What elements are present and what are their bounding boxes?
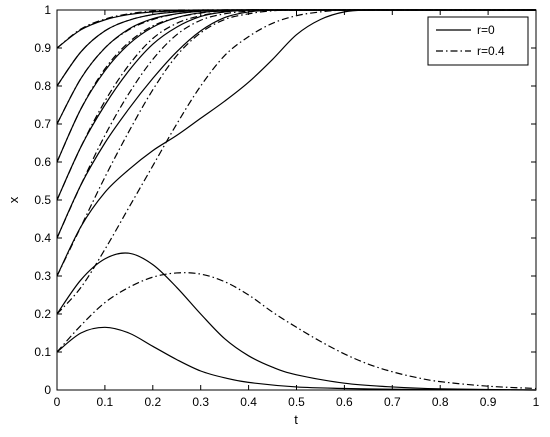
series-line-r04-2 (56, 272, 537, 390)
y-tick-label: 0.3 (34, 269, 51, 283)
x-tick-label: 0.2 (144, 395, 161, 409)
x-tick-label: 0.5 (288, 395, 305, 409)
x-tick-label: 0.1 (97, 395, 114, 409)
series-line-r0-1 (56, 252, 537, 391)
x-tick-label: 0.3 (192, 395, 209, 409)
legend-box (427, 16, 529, 66)
legend-label-r0: r=0 (477, 23, 495, 37)
plot-frame (56, 9, 537, 391)
tick-layer: 0 0.1 0.2 0.3 0.4 0.5 0.6 0.7 0.8 0.9 1 0 0.1 0.2 0.3 0… (34, 3, 539, 409)
y-tick-label: 0.2 (34, 307, 51, 321)
x-tick-label: 0.6 (336, 395, 353, 409)
series-line-r0-15 (56, 9, 536, 49)
legend-label-r04: r=0.4 (477, 44, 505, 58)
x-axis-label: t (294, 412, 298, 427)
series-line-r04-6 (56, 9, 536, 277)
y-axis-label: x (6, 196, 21, 203)
x-tick-label: 0.7 (384, 395, 401, 409)
y-tick-label: 1 (44, 3, 51, 17)
x-tick-label: 0.8 (432, 395, 449, 409)
series-line-r04-16 (56, 9, 536, 87)
y-tick-label: 0.7 (34, 117, 51, 131)
y-tick-label: 0 (44, 383, 51, 397)
x-tick-label: 0.9 (480, 395, 497, 409)
x-tick-label: 0.4 (240, 395, 257, 409)
legend: r=0 r=0.4 (427, 16, 529, 66)
y-tick-label: 0.6 (34, 155, 51, 169)
y-tick-label: 0.9 (34, 41, 51, 55)
y-tick-label: 0.8 (34, 79, 51, 93)
y-tick-label: 0.1 (34, 345, 51, 359)
y-tick-label: 0.4 (34, 231, 51, 245)
x-tick-label: 0 (54, 395, 61, 409)
y-tick-label: 0.5 (34, 193, 51, 207)
series-line-r0-3 (56, 9, 536, 277)
series-line-r04-12 (56, 9, 536, 163)
x-tick-label: 1 (533, 395, 540, 409)
